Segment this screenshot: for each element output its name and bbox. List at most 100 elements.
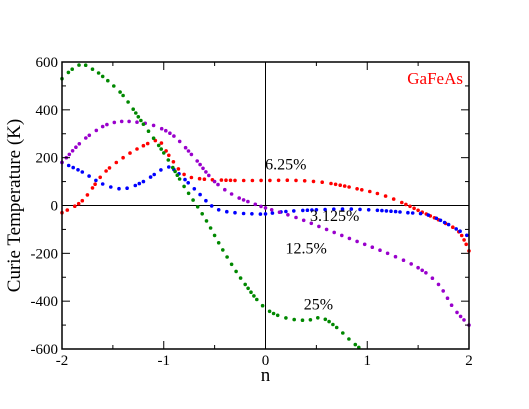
series-3-point	[393, 254, 398, 259]
x-tick-label: 2	[465, 353, 473, 369]
series-2-point	[100, 182, 105, 186]
series-1-point	[93, 182, 97, 186]
series-1-point	[167, 153, 171, 158]
series-1-point	[416, 208, 420, 213]
series-2-point	[380, 208, 384, 213]
series-3-point	[301, 218, 306, 223]
series-2-point	[284, 209, 288, 214]
series-2-point	[80, 170, 85, 174]
series-1-point	[250, 178, 255, 183]
series-2-point	[209, 204, 214, 208]
series-4-point	[292, 317, 297, 322]
reference-lines	[62, 62, 469, 349]
series-3-point	[201, 166, 205, 171]
series-2-point	[204, 198, 208, 203]
series-4-point	[212, 233, 217, 238]
series-3-point	[362, 242, 367, 247]
series-2-point	[458, 229, 462, 233]
series-4-point	[106, 78, 110, 83]
series-2-point	[446, 222, 451, 227]
series-annotation: 3.125%	[310, 208, 359, 225]
series-4-point	[238, 276, 243, 280]
y-tick-label: -400	[31, 294, 59, 310]
series-1-point	[85, 193, 90, 197]
series-1-point	[228, 178, 233, 183]
series-3-point	[458, 314, 463, 319]
series-4-point	[195, 205, 200, 209]
series-2-point	[442, 220, 447, 225]
series-2-point	[167, 165, 171, 169]
series-4-point	[162, 151, 166, 155]
series-1-point	[114, 160, 119, 165]
tick-labels: -2 -1 0 1 2 -600 -400 -200 0 200 400 600	[31, 55, 473, 369]
series-3-point	[340, 233, 344, 238]
series-1-point	[329, 181, 333, 186]
series-4-point	[177, 177, 182, 181]
x-tick-label: -2	[56, 353, 69, 369]
series-4-point	[200, 212, 204, 216]
x-tick-label: 0	[262, 353, 270, 369]
series-1-point	[451, 225, 455, 229]
series-4-point	[173, 169, 177, 174]
series-3-point	[430, 276, 435, 281]
series-4-point	[136, 115, 141, 119]
series-1-point	[342, 184, 347, 188]
series-4-point	[204, 219, 209, 223]
series-2-point	[141, 179, 146, 184]
series-2-point	[398, 210, 402, 214]
series-2-point	[375, 208, 380, 213]
series-4-point	[186, 191, 191, 196]
series-2-point	[225, 209, 229, 214]
series-1-point	[197, 176, 202, 181]
series-3-point	[309, 221, 314, 226]
series-2-point	[454, 227, 459, 231]
series-3-point	[401, 258, 406, 263]
series-2-point	[393, 209, 398, 214]
series-2-point	[152, 172, 156, 177]
series-3-point	[246, 199, 250, 204]
series-4-point	[83, 63, 88, 67]
series-1-point	[391, 197, 396, 201]
series-1-point	[176, 167, 181, 171]
series-3-point	[445, 296, 450, 301]
series-1-point	[135, 147, 139, 151]
series-4-point	[112, 84, 116, 88]
series-1-point	[464, 242, 469, 247]
series-3-point	[324, 227, 329, 232]
series-4-point	[271, 311, 276, 316]
series-1-point	[333, 182, 338, 187]
series-2-point	[66, 163, 71, 168]
series-1-point	[412, 206, 416, 211]
series-4-point	[347, 337, 351, 341]
series-4-point	[156, 143, 161, 148]
series-3-point	[420, 268, 425, 273]
series-4-point	[118, 90, 122, 94]
series-4-point	[146, 129, 151, 133]
series-1-point	[400, 200, 404, 205]
series-2-point	[94, 178, 98, 183]
series-4-point	[260, 303, 265, 308]
series-2-point	[434, 216, 439, 221]
series-3-point	[347, 236, 352, 241]
series-3-point	[277, 210, 282, 214]
series-2-point	[198, 192, 202, 197]
series-2-point	[216, 208, 221, 212]
series-1-point	[347, 185, 351, 189]
series-3-point	[198, 162, 202, 167]
series-4-point	[216, 241, 221, 245]
series-1-point	[302, 179, 307, 183]
series-3-point	[94, 128, 99, 133]
series-3-point	[424, 271, 428, 275]
series-3-point	[67, 152, 72, 157]
series-1-point	[276, 178, 281, 183]
series-annotation: 12.5%	[286, 240, 327, 257]
series-1-point	[311, 179, 316, 184]
series-2-point	[438, 218, 443, 223]
series-4-point	[90, 67, 95, 71]
series-2-point	[125, 186, 129, 190]
series-4-point	[70, 67, 74, 71]
series-2-point	[410, 211, 415, 215]
series-4-point	[331, 322, 335, 327]
series-annotation: 25%	[304, 297, 333, 314]
